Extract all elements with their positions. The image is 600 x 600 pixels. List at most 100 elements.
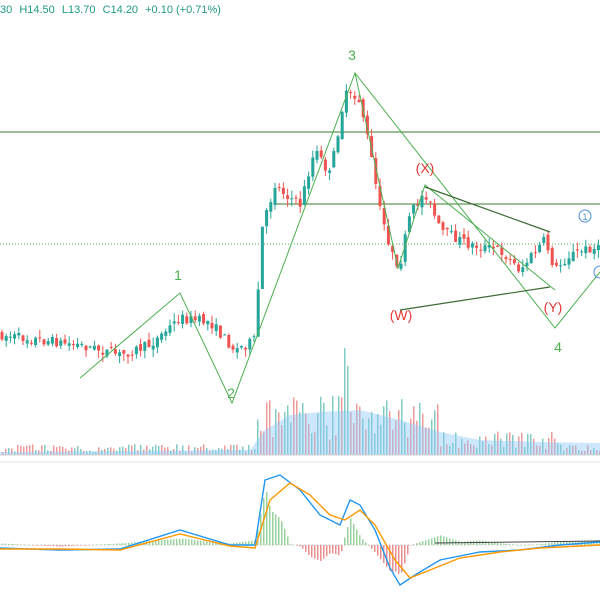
candle-body — [260, 226, 264, 290]
volume-bar — [455, 432, 457, 455]
volume-bar — [215, 450, 217, 455]
candle-body — [596, 245, 600, 251]
volume-bar — [581, 450, 583, 455]
candle-body — [416, 204, 420, 207]
volume-bar — [119, 447, 121, 455]
macd-histogram-bar — [338, 545, 340, 556]
macd-histogram-bar — [230, 543, 232, 545]
volume-bar — [290, 422, 292, 455]
volume-bar — [230, 444, 232, 455]
volume-bar — [272, 436, 274, 455]
macd-histogram-bar — [341, 545, 343, 552]
volume-bar — [101, 449, 103, 455]
volume-bar — [143, 449, 145, 455]
candle-body — [340, 111, 344, 139]
macd-histogram-bar — [116, 543, 118, 545]
volume-bar — [569, 445, 571, 455]
volume-bar — [176, 444, 178, 455]
macd-histogram-bar — [86, 545, 88, 546]
volume-bar — [221, 448, 223, 455]
candle-body — [319, 150, 323, 158]
candle-body — [256, 289, 260, 337]
candle-body — [365, 115, 369, 135]
volume-bar — [263, 431, 265, 455]
volume-bar — [443, 432, 445, 455]
volume-bar — [137, 450, 139, 455]
macd-histogram-bar — [569, 541, 571, 545]
candle-body — [584, 246, 588, 254]
macd-histogram-bar — [353, 523, 355, 545]
volume-bar — [584, 450, 586, 455]
candle-body — [311, 157, 315, 177]
candle-body — [357, 99, 361, 103]
candle-body — [46, 341, 50, 345]
volume-bar — [407, 437, 409, 455]
candle-body — [197, 315, 201, 322]
candle-body — [71, 344, 75, 346]
volume-bar — [560, 444, 562, 455]
macd-histogram-bar — [371, 545, 373, 549]
candle-body — [223, 334, 227, 336]
volume-bar — [32, 444, 34, 455]
macd-histogram-bar — [14, 544, 16, 545]
volume-bar — [38, 450, 40, 455]
candle-body — [248, 338, 252, 350]
volume-bar — [521, 432, 523, 455]
volume-bar — [287, 405, 289, 455]
candle-body — [176, 322, 180, 324]
volume-bar — [257, 419, 259, 455]
candle-body — [458, 236, 462, 245]
macd-histogram-bar — [362, 539, 364, 545]
candle-body — [97, 345, 101, 351]
macd-histogram-bar — [59, 545, 61, 547]
candle-body — [113, 349, 117, 354]
candle-body — [227, 335, 231, 348]
candle-body — [420, 195, 424, 208]
volume-bar — [311, 432, 313, 455]
macd-histogram-bar — [2, 543, 4, 545]
volume-bar — [29, 444, 31, 455]
macd-histogram-bar — [392, 545, 394, 572]
volume-bar — [200, 446, 202, 455]
macd-histogram-bar — [20, 544, 22, 545]
macd-histogram-bar — [311, 545, 313, 558]
volume-bar — [140, 444, 142, 455]
macd-histogram-bar — [110, 543, 112, 545]
macd-histogram-bar — [551, 542, 553, 545]
volume-bar — [389, 411, 391, 455]
volume-bar — [158, 445, 160, 455]
volume-bar — [74, 448, 76, 455]
macd-histogram-bar — [437, 536, 439, 545]
volume-bar — [35, 449, 37, 455]
candle-body — [160, 333, 164, 340]
candle-body — [172, 321, 176, 324]
volume-bar — [173, 449, 175, 455]
candle-body — [332, 151, 336, 168]
macd-histogram-bar — [23, 544, 25, 546]
candle-body — [462, 234, 466, 239]
macd-histogram-bar — [365, 542, 367, 545]
macd-histogram-bar — [119, 543, 121, 545]
macd-histogram-bar — [56, 545, 58, 547]
macd-histogram-bar — [158, 540, 160, 545]
candle-body — [575, 249, 579, 251]
macd-histogram-bar — [329, 545, 331, 554]
volume-bar — [50, 450, 52, 455]
macd-histogram-bar — [104, 544, 106, 545]
volume-bar — [77, 445, 79, 455]
candle-body — [483, 245, 487, 252]
macd-histogram-bar — [209, 541, 211, 545]
volume-bar — [587, 445, 589, 455]
macd-histogram-bar — [503, 543, 505, 545]
macd-histogram-bar — [140, 541, 142, 545]
macd-histogram-bar — [524, 544, 526, 546]
candle-body — [105, 349, 109, 357]
volume-bar — [62, 446, 64, 455]
macd-histogram-bar — [404, 545, 406, 564]
volume-bar — [134, 444, 136, 455]
volume-bar — [515, 448, 517, 455]
candle-body — [252, 336, 256, 338]
candle-body — [554, 262, 558, 266]
candle-body — [517, 264, 521, 272]
